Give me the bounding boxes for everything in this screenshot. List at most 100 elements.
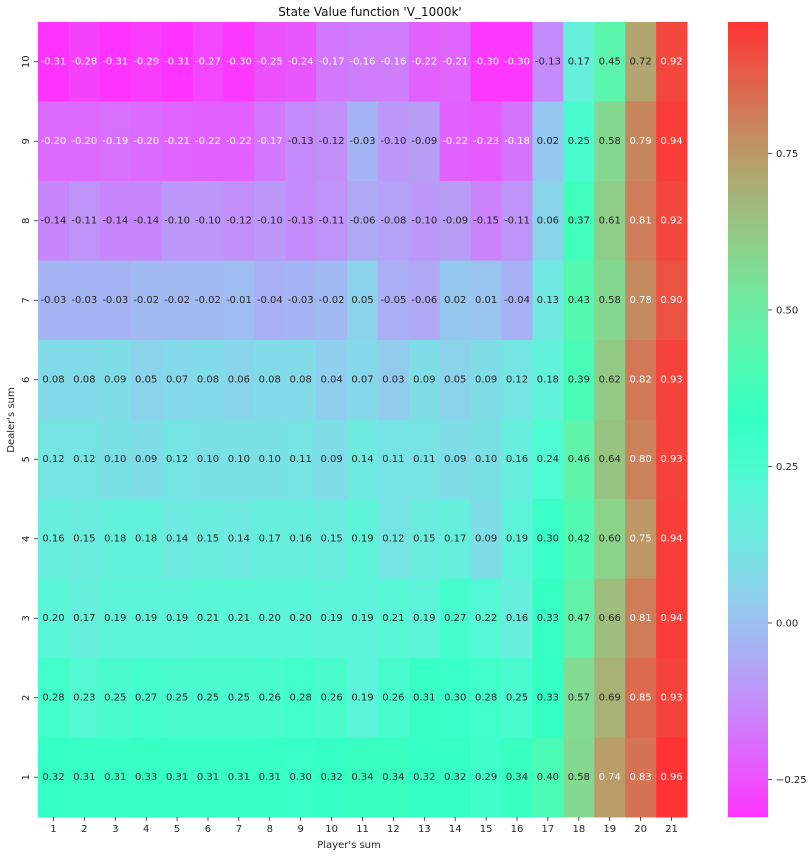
heatmap-cell bbox=[223, 499, 255, 579]
heatmap-cell bbox=[38, 419, 70, 500]
heatmap-cell bbox=[625, 658, 657, 738]
heatmap-cell bbox=[130, 499, 163, 579]
cell-value-label: 0.09 bbox=[320, 454, 342, 465]
cell-value-label: 0.09 bbox=[475, 374, 497, 385]
heatmap-cell bbox=[38, 737, 70, 818]
heatmap-cell bbox=[625, 340, 657, 420]
heatmap-cell bbox=[285, 499, 317, 579]
heatmap-cell bbox=[192, 658, 224, 738]
heatmap-cell bbox=[408, 419, 441, 500]
cell-value-label: -0.31 bbox=[102, 56, 128, 67]
cell-value-label: 0.16 bbox=[506, 613, 528, 624]
cell-value-label: -0.04 bbox=[504, 295, 530, 306]
cell-value-label: 0.81 bbox=[630, 613, 652, 624]
heatmap-cell bbox=[285, 22, 317, 102]
cell-value-label: 0.34 bbox=[382, 772, 404, 783]
cell-value-label: 0.28 bbox=[475, 692, 497, 703]
heatmap-cell bbox=[377, 578, 410, 659]
heatmap-cell bbox=[625, 737, 657, 818]
heatmap-cell bbox=[656, 22, 688, 102]
cell-value-label: 0.46 bbox=[568, 454, 590, 465]
heatmap-cell bbox=[439, 181, 472, 261]
x-tick-label: 14 bbox=[449, 824, 462, 835]
heatmap-cell bbox=[625, 181, 657, 261]
cell-value-label: -0.10 bbox=[164, 215, 190, 226]
heatmap-cell bbox=[347, 658, 379, 738]
heatmap-cell bbox=[285, 737, 317, 818]
cell-value-label: 0.45 bbox=[599, 56, 621, 67]
cell-value-label: 0.21 bbox=[382, 613, 404, 624]
heatmap-cell bbox=[254, 22, 286, 102]
y-tick-label: 9 bbox=[21, 138, 32, 144]
heatmap-cell bbox=[99, 737, 132, 818]
x-tick-label: 18 bbox=[572, 824, 585, 835]
cell-value-label: 0.02 bbox=[537, 136, 559, 147]
heatmap-cell bbox=[408, 737, 441, 818]
heatmap-cell bbox=[192, 181, 224, 261]
heatmap-cell bbox=[254, 578, 286, 659]
heatmap-cell bbox=[439, 340, 472, 420]
cell-value-label: 0.25 bbox=[104, 692, 126, 703]
cell-value-label: 0.92 bbox=[660, 56, 682, 67]
heatmap-cell bbox=[594, 22, 626, 102]
cell-value-label: 0.26 bbox=[259, 692, 281, 703]
cell-value-label: 0.69 bbox=[599, 692, 621, 703]
heatmap-cell bbox=[68, 22, 101, 102]
heatmap-cell bbox=[223, 22, 255, 102]
heatmap-cell bbox=[38, 101, 70, 182]
heatmap-cell bbox=[470, 419, 503, 500]
cell-value-label: 0.34 bbox=[506, 772, 528, 783]
cell-value-label: 0.26 bbox=[320, 692, 342, 703]
cell-value-label: -0.16 bbox=[380, 56, 406, 67]
cell-value-label: 0.08 bbox=[197, 374, 219, 385]
y-tick-label: 7 bbox=[21, 297, 32, 303]
heatmap-cell bbox=[532, 578, 564, 659]
heatmap-cell bbox=[285, 181, 317, 261]
cell-value-label: -0.18 bbox=[504, 136, 530, 147]
heatmap-cell bbox=[99, 101, 132, 182]
heatmap-cell bbox=[656, 658, 688, 738]
cell-value-label: 0.18 bbox=[104, 533, 126, 544]
cell-value-label: 0.32 bbox=[42, 772, 64, 783]
cell-value-label: 0.31 bbox=[197, 772, 219, 783]
heatmap-cell bbox=[377, 22, 410, 102]
heatmap-cell bbox=[501, 419, 533, 500]
cell-value-label: -0.22 bbox=[226, 136, 252, 147]
cell-value-label: -0.11 bbox=[319, 215, 345, 226]
heatmap-cell bbox=[130, 260, 163, 341]
heatmap-cell bbox=[223, 101, 255, 182]
cell-value-label: 0.33 bbox=[135, 772, 157, 783]
heatmap-cell bbox=[625, 101, 657, 182]
heatmap-cell bbox=[625, 419, 657, 500]
heatmap-cell bbox=[161, 578, 194, 659]
cell-value-label: 0.19 bbox=[506, 533, 528, 544]
cell-value-label: -0.02 bbox=[164, 295, 190, 306]
cell-value-label: -0.20 bbox=[41, 136, 67, 147]
cell-value-label: 0.11 bbox=[413, 454, 435, 465]
cell-value-label: 0.31 bbox=[104, 772, 126, 783]
heatmap-cell bbox=[563, 499, 595, 579]
heatmap-cell bbox=[625, 22, 657, 102]
heatmap-cell bbox=[99, 499, 132, 579]
cell-value-label: 0.31 bbox=[73, 772, 95, 783]
heatmap-cell bbox=[347, 340, 379, 420]
heatmap-cell bbox=[68, 658, 101, 738]
cell-value-label: 0.60 bbox=[599, 533, 621, 544]
heatmap-cell bbox=[656, 499, 688, 579]
heatmap-cell bbox=[347, 737, 379, 818]
y-tick-label: 8 bbox=[21, 218, 32, 224]
heatmap-cell bbox=[316, 737, 348, 818]
heatmap-cell bbox=[625, 260, 657, 341]
heatmap-cell bbox=[285, 419, 317, 500]
cell-value-label: -0.12 bbox=[319, 136, 345, 147]
cell-value-label: 0.90 bbox=[660, 295, 682, 306]
cell-value-label: 0.27 bbox=[135, 692, 157, 703]
cell-value-label: 0.30 bbox=[290, 772, 312, 783]
x-tick-label: 4 bbox=[143, 824, 149, 835]
cell-value-label: 0.23 bbox=[73, 692, 95, 703]
heatmap-cell bbox=[99, 658, 132, 738]
heatmap-cell bbox=[316, 22, 348, 102]
heatmap-cell bbox=[347, 260, 379, 341]
x-axis-label: Player's sum bbox=[317, 840, 381, 851]
heatmap-cell bbox=[377, 499, 410, 579]
